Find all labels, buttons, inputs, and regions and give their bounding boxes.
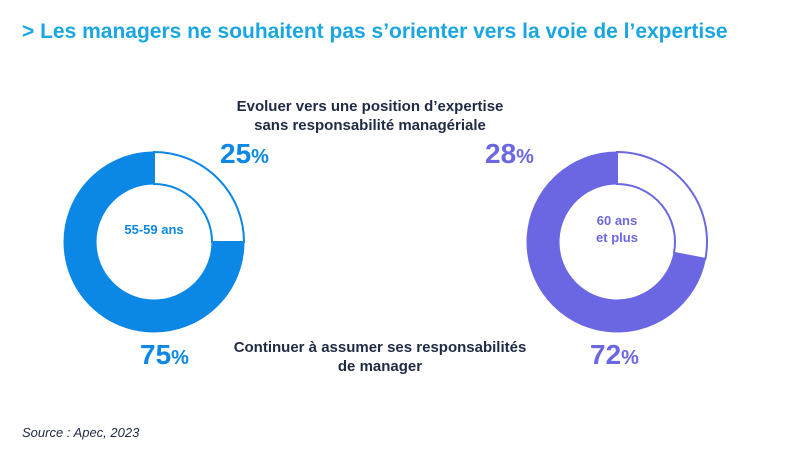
manager-label: Continuer à assumer ses responsabilités …: [200, 338, 560, 376]
donut-chart-60-plus: 60 ans et plus: [525, 150, 709, 334]
pct-value: 25: [220, 138, 252, 169]
pct-sign: %: [251, 146, 269, 168]
center-label-60-plus: 60 ans et plus: [567, 212, 667, 246]
donut-svg-55-59: [63, 150, 246, 333]
donut-slice-55-59-manager: [63, 151, 245, 333]
pct-sign: %: [621, 347, 639, 369]
pct-label-60-plus-manager: 72%: [590, 339, 639, 371]
donut-slice-60-plus-manager: [526, 151, 706, 333]
pct-value: 75: [140, 339, 172, 370]
expertise-label: Evoluer vers une position d’expertise sa…: [190, 97, 550, 135]
manager-label-line1: Continuer à assumer ses responsabilités: [233, 339, 527, 356]
center-label-60-plus-line1: 60 ans: [596, 213, 638, 228]
pct-value: 72: [590, 339, 622, 370]
donut-chart-55-59: 55-59 ans: [62, 150, 246, 334]
source-note: Source : Apec, 2023: [22, 425, 140, 440]
pct-label-55-59-expertise: 25%: [220, 138, 269, 170]
center-label-60-plus-line2: et plus: [596, 230, 638, 245]
center-label-55-59: 55-59 ans: [104, 212, 204, 238]
manager-label-line2: de manager: [337, 358, 423, 375]
expertise-label-line1: Evoluer vers une position d’expertise: [236, 98, 504, 115]
chart-title: > Les managers ne souhaitent pas s’orien…: [22, 20, 728, 43]
pct-sign: %: [516, 146, 534, 168]
pct-label-55-59-manager: 75%: [140, 339, 189, 371]
expertise-label-line2: sans responsabilité managériale: [254, 117, 486, 134]
pct-value: 28: [485, 138, 517, 169]
center-label-55-59-text: 55-59 ans: [124, 222, 184, 237]
pct-label-60-plus-expertise: 28%: [485, 138, 534, 170]
donut-svg-60-plus: [526, 150, 708, 333]
pct-sign: %: [171, 347, 189, 369]
